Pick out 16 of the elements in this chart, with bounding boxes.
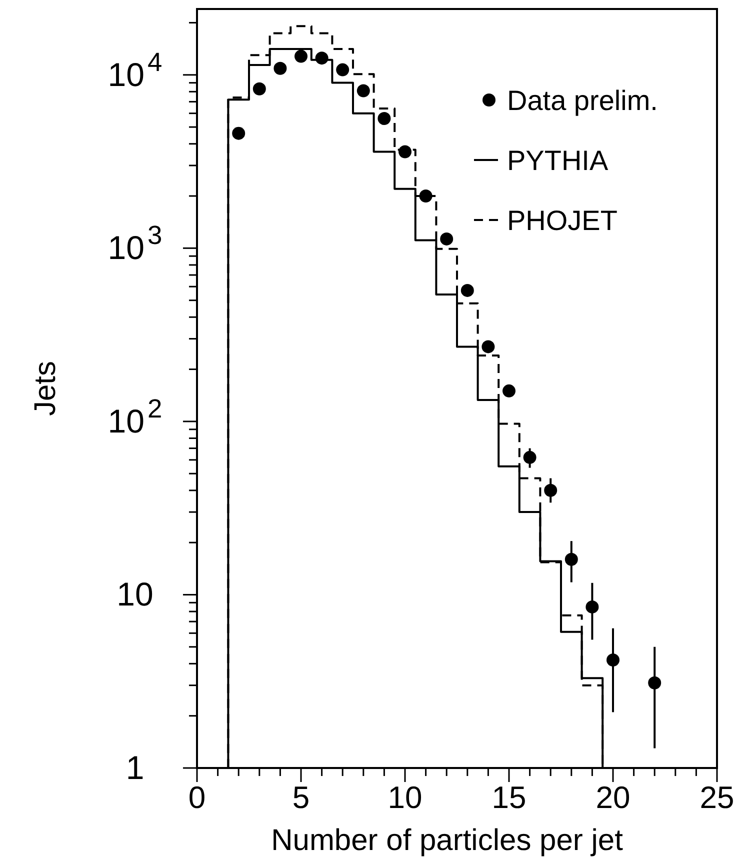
- y-tick-label: 1: [126, 749, 144, 786]
- x-axis-title: Number of particles per jet: [271, 824, 624, 857]
- y-tick-label: 10$^{3}$: [108, 220, 162, 266]
- x-tick-label: 0: [188, 780, 206, 815]
- y-tick-label: 10: [116, 576, 154, 613]
- x-tick-label: 10: [388, 780, 422, 815]
- x-tick-label: 20: [596, 780, 630, 815]
- x-tick-label: 25: [700, 780, 734, 815]
- legend-label: PHOJET: [507, 205, 618, 236]
- y-axis-title: Jets: [29, 360, 62, 416]
- y-tick-label: 10$^{2}$: [108, 393, 162, 440]
- legend-label: PYTHIA: [507, 145, 608, 176]
- x-tick-label: 5: [292, 780, 310, 815]
- y-tick-label: 10$^{4}$: [108, 46, 162, 93]
- x-tick-label: 15: [492, 780, 526, 815]
- legend-label: Data prelim.: [507, 85, 658, 116]
